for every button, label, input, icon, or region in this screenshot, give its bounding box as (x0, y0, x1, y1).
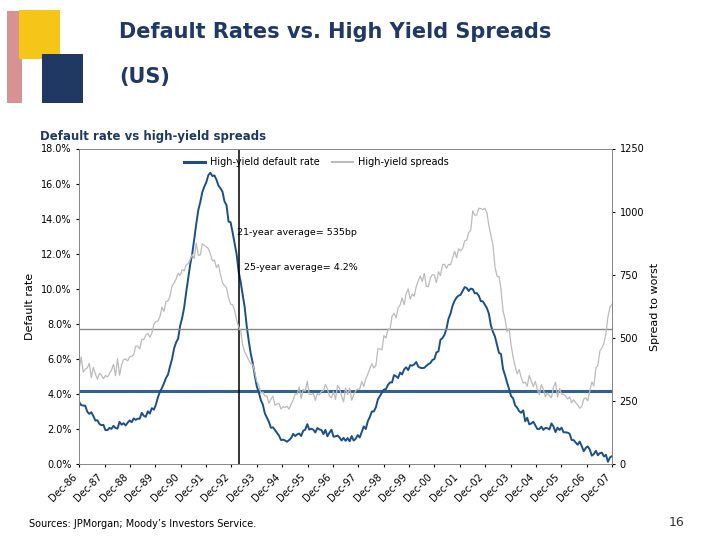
Text: 21-year average= 535bp: 21-year average= 535bp (236, 228, 356, 237)
FancyBboxPatch shape (19, 10, 60, 59)
Y-axis label: Default rate: Default rate (25, 273, 35, 340)
Y-axis label: Spread to worst: Spread to worst (650, 262, 660, 350)
Legend: High-yield default rate, High-yield spreads: High-yield default rate, High-yield spre… (180, 153, 452, 171)
Text: 25-year average= 4.2%: 25-year average= 4.2% (244, 264, 358, 272)
Text: Sources: JPMorgan; Moody’s Investors Service.: Sources: JPMorgan; Moody’s Investors Ser… (29, 519, 256, 529)
FancyBboxPatch shape (7, 10, 22, 103)
Text: (US): (US) (119, 68, 170, 87)
Text: 16: 16 (668, 516, 684, 529)
Text: Default Rates vs. High Yield Spreads: Default Rates vs. High Yield Spreads (119, 22, 552, 42)
Text: Default rate vs high-yield spreads: Default rate vs high-yield spreads (40, 130, 266, 143)
FancyBboxPatch shape (42, 53, 83, 103)
